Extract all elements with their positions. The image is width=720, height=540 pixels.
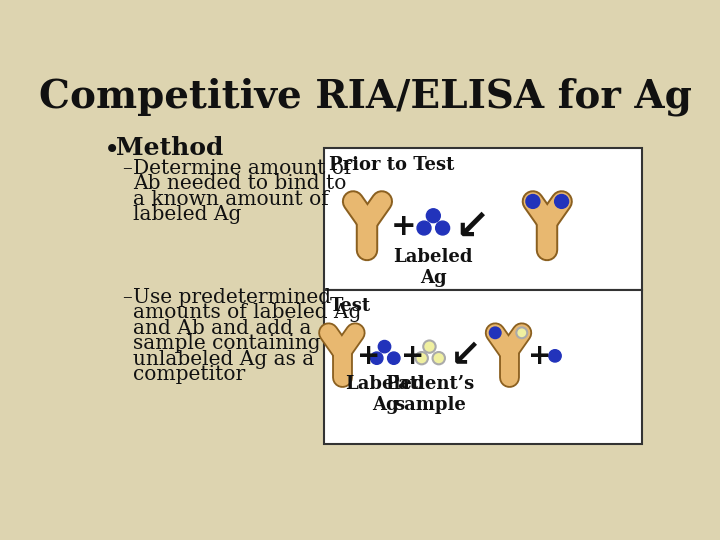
Text: Ab needed to bind to: Ab needed to bind to xyxy=(133,174,347,193)
Text: Method: Method xyxy=(117,137,224,160)
Text: –: – xyxy=(122,288,132,306)
Circle shape xyxy=(387,352,400,365)
Text: Determine amount of: Determine amount of xyxy=(133,159,352,178)
Text: Prior to Test: Prior to Test xyxy=(330,156,455,174)
Circle shape xyxy=(526,195,539,208)
Text: Labeled
Ag: Labeled Ag xyxy=(394,248,473,287)
Circle shape xyxy=(490,327,500,338)
Circle shape xyxy=(423,340,436,353)
Circle shape xyxy=(378,340,391,353)
Circle shape xyxy=(436,221,449,235)
Circle shape xyxy=(516,327,527,338)
Text: ↙: ↙ xyxy=(450,338,482,374)
Text: and Ab and add a: and Ab and add a xyxy=(133,319,312,338)
Circle shape xyxy=(417,221,431,235)
Text: Competitive RIA/ELISA for Ag: Competitive RIA/ELISA for Ag xyxy=(39,78,692,117)
Circle shape xyxy=(549,350,561,362)
Text: –: – xyxy=(122,159,132,177)
Text: +: + xyxy=(528,342,552,370)
Text: unlabeled Ag as a: unlabeled Ag as a xyxy=(133,350,315,369)
Circle shape xyxy=(555,195,568,208)
Text: a known amount of: a known amount of xyxy=(133,190,329,208)
Circle shape xyxy=(433,352,445,365)
Circle shape xyxy=(371,352,383,365)
Text: Test: Test xyxy=(330,298,371,315)
Text: labeled Ag: labeled Ag xyxy=(133,205,242,224)
Text: competitor: competitor xyxy=(133,365,246,384)
Text: •: • xyxy=(104,138,120,165)
Text: sample containing: sample containing xyxy=(133,334,321,353)
Text: Labeled
Ag: Labeled Ag xyxy=(346,375,425,414)
Text: +: + xyxy=(391,212,417,241)
Bar xyxy=(324,148,642,289)
Text: ↙: ↙ xyxy=(454,206,490,247)
Text: Patient’s
sample: Patient’s sample xyxy=(386,375,475,414)
Text: amounts of labeled Ag: amounts of labeled Ag xyxy=(133,303,362,322)
Text: Use predetermined: Use predetermined xyxy=(133,288,331,307)
Circle shape xyxy=(415,352,428,365)
Bar xyxy=(324,289,642,444)
Text: +: + xyxy=(357,342,381,370)
Circle shape xyxy=(426,209,441,222)
Text: +: + xyxy=(402,342,425,370)
